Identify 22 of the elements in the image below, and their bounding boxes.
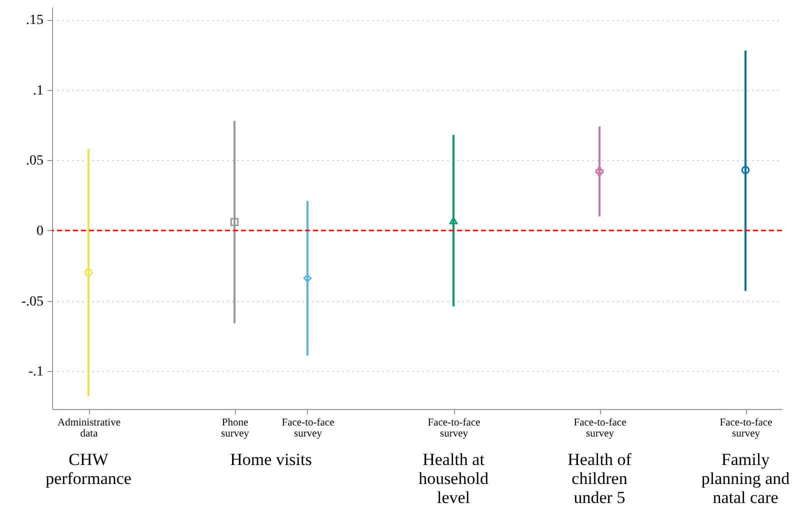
x-tick-label: Face-to-face survey: [282, 418, 335, 440]
text: Home visits: [230, 450, 312, 469]
y-tick-label: .1: [33, 83, 44, 98]
text: CHW performance: [46, 450, 132, 488]
y-tick-label: -.05: [21, 294, 44, 310]
point: [230, 218, 239, 226]
x-tick-label: Face-to-face survey: [428, 418, 481, 440]
y-tick-label: -.1: [28, 364, 44, 380]
text: Family planning and natal care: [701, 450, 790, 507]
point: [84, 268, 93, 277]
x-tick-label: Phone survey: [221, 418, 250, 440]
y-tick-label: .15: [26, 13, 44, 28]
y-tick-label: .05: [26, 154, 44, 169]
text: Health of children under 5: [568, 450, 632, 507]
text: Health at household level: [418, 450, 489, 507]
x-tick-label: Face-to-face survey: [720, 418, 773, 440]
x-tick-label: Administrative data: [58, 418, 121, 440]
y-tick-label: 0: [36, 224, 44, 239]
point: [741, 166, 750, 174]
point: [303, 274, 312, 282]
x-tick-label: Face-to-face survey: [574, 418, 627, 440]
point: [595, 167, 604, 176]
